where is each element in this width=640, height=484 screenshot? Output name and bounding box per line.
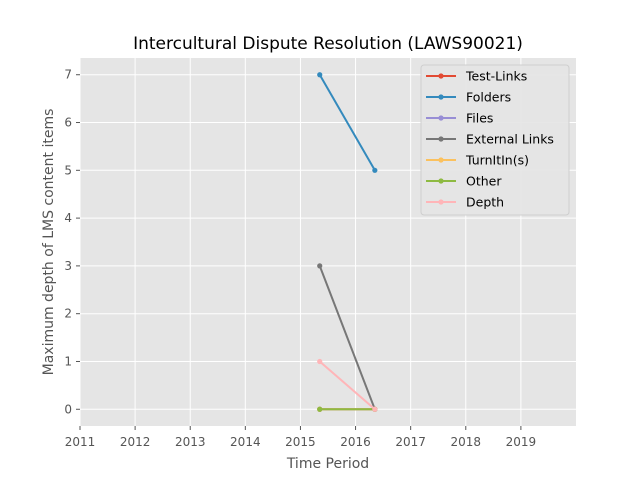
y-tick-label: 0 (64, 402, 72, 416)
series-layer (317, 72, 378, 412)
legend: Test-Links Folders Files External Links Turn… (420, 64, 570, 216)
chart-title: Intercultural Dispute Resolution (LAWS90… (133, 34, 523, 54)
x-tick-label: 2014 (230, 435, 261, 449)
x-tick-label: 2015 (285, 435, 316, 449)
data-point-folders (372, 167, 378, 173)
data-point-depth (372, 406, 378, 412)
y-tick-label: 6 (64, 116, 72, 130)
legend-label-turnitin-s: TurnItIn(s) (465, 153, 529, 168)
legend-label-files: Files (466, 111, 493, 126)
x-tick-label: 2017 (395, 435, 426, 449)
x-tick-label: 2018 (451, 435, 482, 449)
y-axis-label: Maximum depth of LMS content items (41, 109, 57, 376)
y-tick-label: 1 (64, 354, 72, 368)
legend-marker-other (438, 178, 444, 184)
legend-marker-test-links (438, 73, 444, 79)
x-tick-label: 2011 (65, 435, 96, 449)
tick-layer: 2011 2012 2013 2014 2015 2016 2017 2018 2019 0 1 2 3… (64, 68, 536, 449)
data-point-folders (317, 72, 323, 78)
legend-label-external-links: External Links (466, 132, 554, 147)
series-line-external-links (318, 265, 376, 410)
x-tick-label: 2012 (120, 435, 151, 449)
x-tick-label: 2016 (340, 435, 371, 449)
legend-marker-folders (438, 94, 444, 100)
legend-marker-turnitin-s (438, 157, 444, 163)
legend-marker-depth (438, 199, 444, 205)
legend-frame (420, 64, 570, 216)
x-axis-label: Time Period (286, 456, 369, 472)
x-tick-label: 2019 (506, 435, 537, 449)
y-tick-label: 7 (64, 68, 72, 82)
legend-label-folders: Folders (466, 90, 511, 105)
legend-label-other: Other (466, 174, 502, 189)
y-tick-label: 2 (64, 307, 72, 321)
legend-label-test-links: Test-Links (465, 69, 527, 84)
legend-marker-external-links (438, 136, 444, 142)
series-line-depth (319, 360, 376, 411)
legend-marker-files (438, 115, 444, 121)
series-line-folders (318, 74, 376, 171)
y-tick-label: 5 (64, 163, 72, 177)
data-point-external-links (317, 263, 323, 269)
legend-label-depth: Depth (466, 195, 504, 210)
y-tick-label: 4 (64, 211, 72, 225)
y-tick-label: 3 (64, 259, 72, 273)
data-point-other (317, 406, 323, 412)
data-point-depth (317, 358, 323, 365)
x-tick-label: 2013 (175, 435, 206, 449)
